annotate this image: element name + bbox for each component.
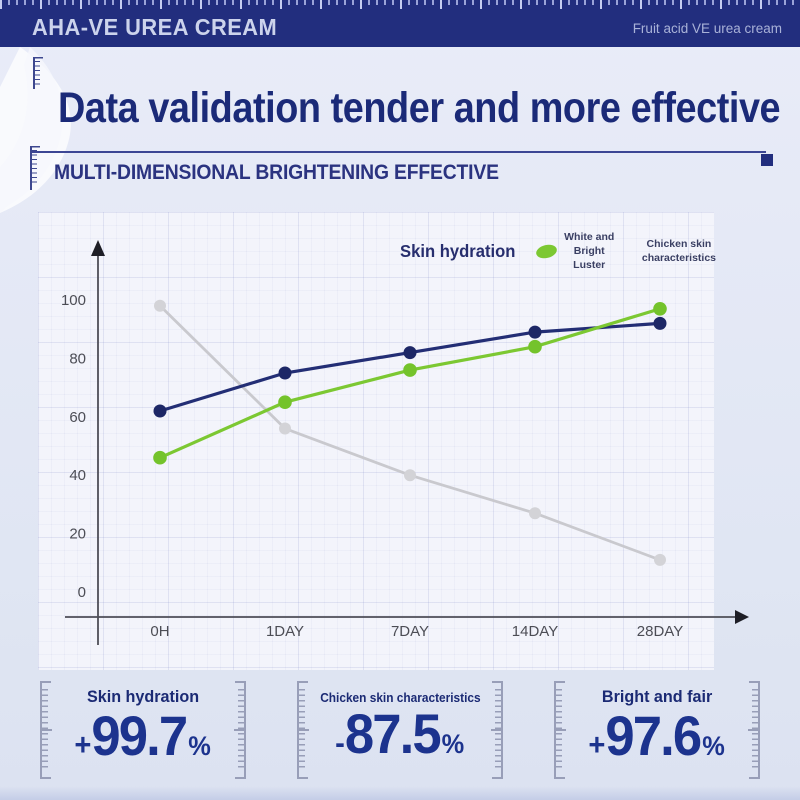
- stat-value: - 87.5 %: [335, 702, 465, 765]
- ruler-mark-icon: [30, 146, 41, 190]
- ruler-bracket-left-icon: [40, 681, 54, 779]
- bottom-edge-shadow: [0, 786, 800, 800]
- stat-sign: +: [74, 727, 92, 762]
- chart-legend: Skin hydration White and Bright Luster C…: [400, 230, 716, 273]
- stat-skin-hydration: Skin hydration + 99.7 %: [40, 681, 246, 779]
- ruler-bracket-left-icon: [297, 681, 311, 779]
- stat-number: 97.6: [605, 704, 703, 767]
- stat-label: Skin hydration: [86, 687, 200, 706]
- svg-text:80: 80: [69, 350, 86, 367]
- green-dot-icon: [534, 242, 558, 261]
- brand-tagline: Fruit acid VE urea cream: [632, 21, 782, 36]
- page-title: Data validation tender and more effectiv…: [58, 84, 781, 132]
- legend-label-white-bright: White and Bright Luster: [564, 231, 615, 272]
- stat-unit: %: [702, 731, 726, 761]
- svg-text:0H: 0H: [150, 623, 169, 640]
- stat-value: + 99.7 %: [74, 704, 212, 767]
- stat-label: Chicken skin characteristics: [319, 691, 481, 705]
- stat-bright-fair: Bright and fair + 97.6 %: [554, 681, 760, 779]
- legend-label-skin-hydration: Skin hydration: [400, 240, 516, 261]
- svg-text:0: 0: [78, 584, 86, 601]
- divider-end-square: [761, 154, 773, 166]
- svg-text:20: 20: [69, 526, 86, 543]
- svg-text:40: 40: [69, 467, 86, 484]
- stat-unit: %: [441, 729, 465, 759]
- stat-sign: +: [588, 727, 606, 762]
- ruler-bracket-right-icon: [746, 681, 760, 779]
- stat-chicken-skin: Chicken skin characteristics - 87.5 %: [297, 681, 503, 779]
- stats-row: Skin hydration + 99.7 % Chicken skin cha…: [0, 681, 800, 779]
- legend-label-chicken-skin: Chicken skin characteristics: [641, 238, 717, 265]
- svg-text:14DAY: 14DAY: [512, 623, 558, 640]
- brand-title: AHA-VE UREA CREAM: [32, 14, 278, 40]
- stat-number: 87.5: [345, 702, 442, 765]
- line-chart: 0 20 40 60 80 100 0H 1DAY 7DAY 14DAY 28DAY: [61, 240, 749, 645]
- ruler-mark-icon: [33, 57, 44, 89]
- stat-value: + 97.6 %: [588, 704, 726, 767]
- svg-text:1DAY: 1DAY: [266, 623, 304, 640]
- section-subtitle: MULTI-DIMENSIONAL BRIGHTENING EFFECTIVE: [54, 160, 499, 184]
- svg-text:7DAY: 7DAY: [391, 623, 429, 640]
- chart-panel: [38, 212, 714, 670]
- svg-text:60: 60: [69, 409, 86, 426]
- ruler-ticks-icon: [0, 0, 800, 10]
- ruler-bracket-right-icon: [232, 681, 246, 779]
- svg-text:28DAY: 28DAY: [637, 623, 683, 640]
- stat-sign: -: [335, 725, 346, 760]
- stat-unit: %: [188, 731, 212, 761]
- stat-number: 99.7: [91, 704, 189, 767]
- divider-line: [30, 151, 766, 153]
- stat-label: Bright and fair: [601, 687, 713, 706]
- header-bar: AHA-VE UREA CREAM Fruit acid VE urea cre…: [0, 0, 800, 47]
- svg-text:100: 100: [61, 292, 86, 309]
- ruler-bracket-left-icon: [554, 681, 568, 779]
- ruler-bracket-right-icon: [489, 681, 503, 779]
